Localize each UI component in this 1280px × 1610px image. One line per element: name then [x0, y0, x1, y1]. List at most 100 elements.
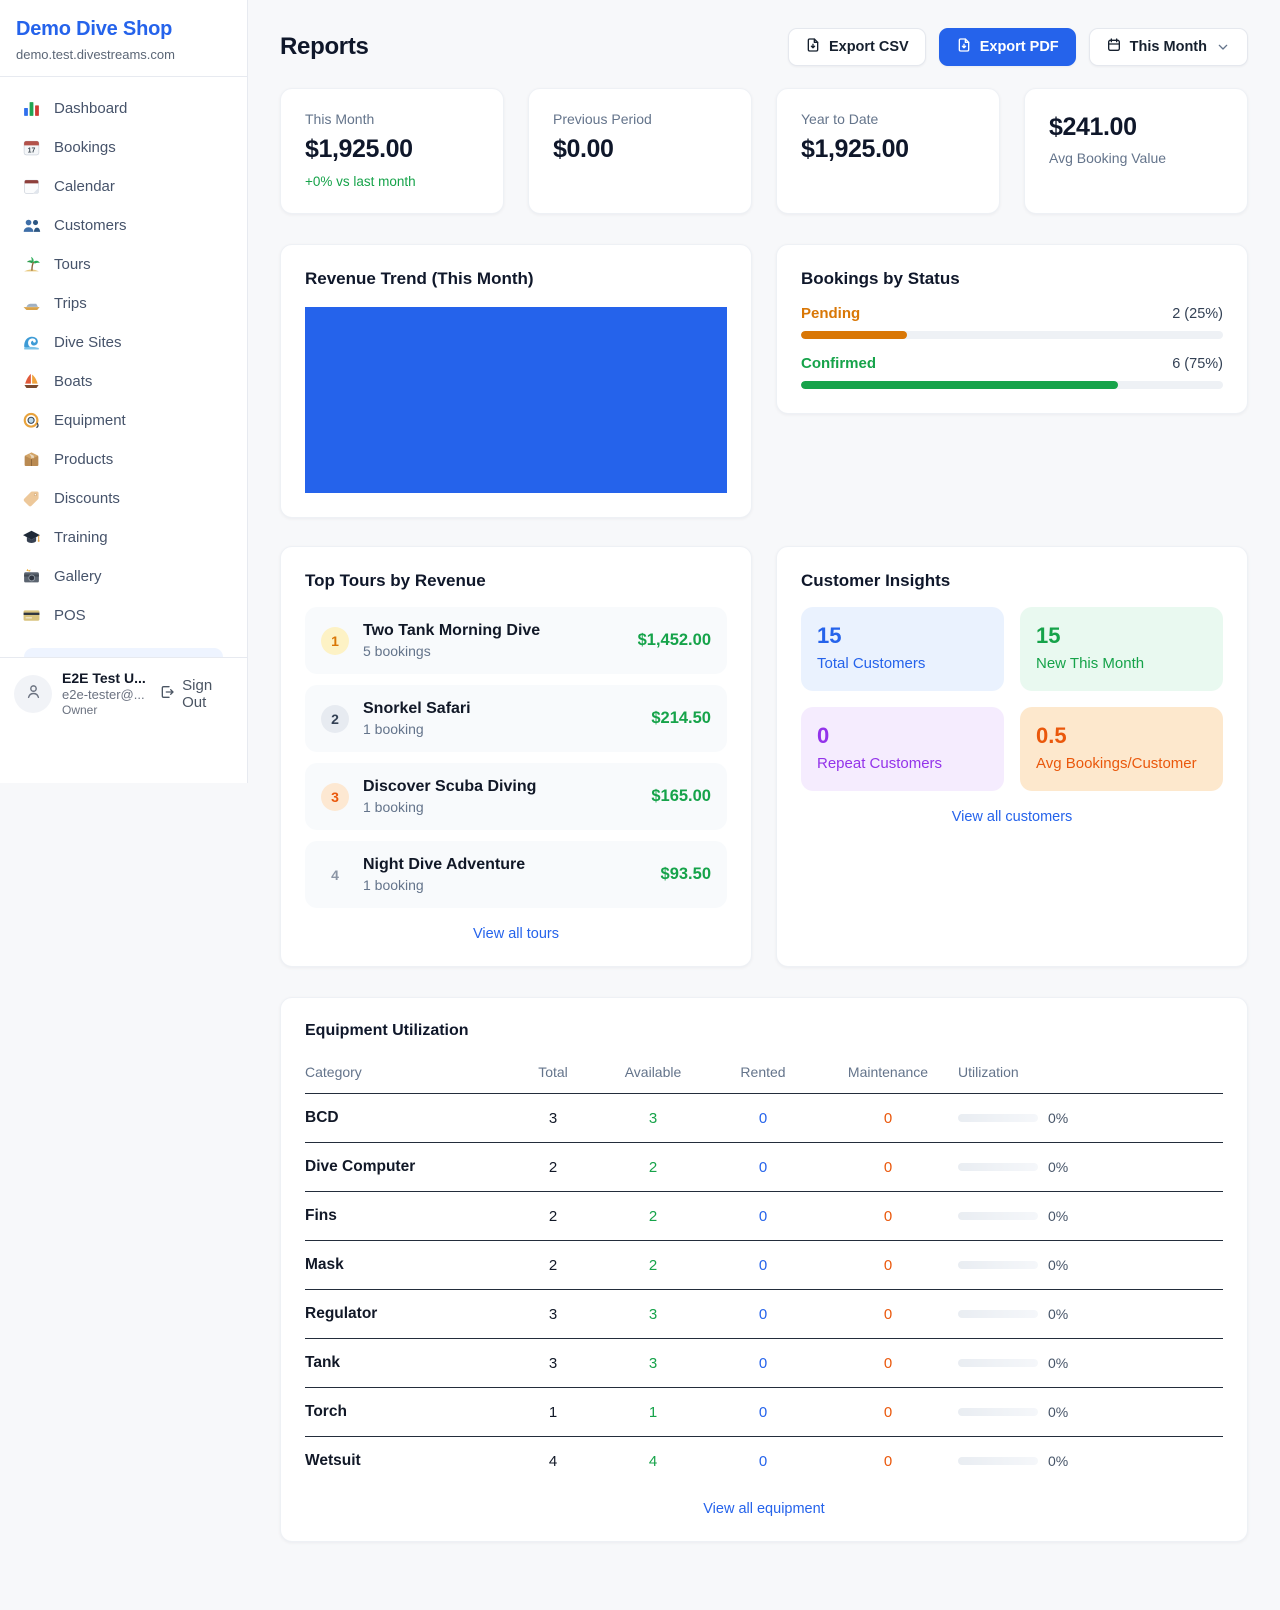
equipment-utilization: 0% — [958, 1387, 1223, 1437]
tour-info: Night Dive Adventure 1 booking — [363, 856, 647, 893]
equipment-rented: 0 — [708, 1191, 818, 1241]
sidebar-item-label: Dive Sites — [54, 334, 122, 351]
top-tours-card: Top Tours by Revenue 1 Two Tank Morning … — [280, 546, 752, 967]
tour-bookings: 1 booking — [363, 877, 424, 893]
sidebar-item-calendar[interactable]: Calendar — [12, 167, 235, 206]
equipment-total: 1 — [508, 1387, 598, 1437]
shop-domain: demo.test.divestreams.com — [16, 47, 175, 62]
equipment-rented: 0 — [708, 1142, 818, 1192]
export-pdf-button[interactable]: Export PDF — [938, 28, 1076, 66]
equipment-category: Fins — [305, 1191, 508, 1241]
stat-label: Avg Booking Value — [1049, 150, 1167, 166]
user-meta: E2E Test U... e2e-tester@... Owner — [62, 670, 149, 717]
user-icon — [24, 682, 43, 706]
table-row: Dive Computer 2 2 0 0 0% — [305, 1142, 1223, 1192]
table-row: Wetsuit 4 4 0 0 0% — [305, 1437, 1223, 1486]
tile-value: 15 — [1036, 623, 1061, 648]
view-all-equipment-link[interactable]: View all equipment — [703, 1501, 825, 1517]
sidebar-item-pos[interactable]: POS — [12, 596, 235, 635]
sidebar-item-active-partial[interactable] — [24, 648, 223, 657]
sidebar-item-tours[interactable]: Tours — [12, 245, 235, 284]
tile-avg-bookings-customer: 0.5 Avg Bookings/Customer — [1020, 707, 1223, 791]
sidebar-item-bookings[interactable]: 17 Bookings — [12, 128, 235, 167]
utilization-bar — [958, 1212, 1038, 1220]
sign-out-button[interactable]: Sign Out — [159, 677, 233, 711]
status-row-confirmed: Confirmed 6 (75%) — [801, 355, 1223, 372]
utilization-bar — [958, 1457, 1038, 1465]
sidebar-item-equipment[interactable]: Equipment — [12, 401, 235, 440]
sidebar-item-label: Tours — [54, 256, 91, 273]
table-row: BCD 3 3 0 0 0% — [305, 1093, 1223, 1143]
user-email: e2e-tester@... — [62, 687, 145, 702]
customer-insights-title: Customer Insights — [801, 571, 951, 590]
export-csv-button[interactable]: Export CSV — [787, 28, 926, 66]
tour-info: Two Tank Morning Dive 5 bookings — [363, 622, 624, 659]
sidebar-item-dive-sites[interactable]: Dive Sites — [12, 323, 235, 362]
tour-row: 4 Night Dive Adventure 1 booking $93.50 — [305, 841, 727, 908]
equipment-rented: 0 — [708, 1093, 818, 1143]
sidebar-item-label: Equipment — [54, 412, 126, 429]
sidebar-item-boats[interactable]: Boats — [12, 362, 235, 401]
sidebar-item-discounts[interactable]: Discounts — [12, 479, 235, 518]
sidebar-item-gallery[interactable]: Gallery — [12, 557, 235, 596]
view-all-customers-link[interactable]: View all customers — [951, 809, 1073, 825]
stat-card-previous-period: Previous Period $0.00 — [528, 88, 752, 214]
file-download-icon — [956, 37, 972, 57]
equipment-maintenance: 0 — [883, 1452, 893, 1470]
utilization-bar — [958, 1359, 1038, 1367]
equipment-available: 2 — [598, 1240, 708, 1290]
stat-card-year-to-date: Year to Date $1,925.00 — [776, 88, 1000, 214]
equipment-available: 3 — [598, 1338, 708, 1388]
user-role: Owner — [62, 703, 98, 717]
sidebar-item-trips[interactable]: Trips — [12, 284, 235, 323]
utilization-bar — [958, 1408, 1038, 1416]
customer-insights-card: Customer Insights 15 Total Customers 15 … — [776, 546, 1248, 967]
equipment-total: 2 — [508, 1240, 598, 1290]
sidebar-item-customers[interactable]: Customers — [12, 206, 235, 245]
table-row: Mask 2 2 0 0 0% — [305, 1240, 1223, 1290]
tour-revenue: $93.50 — [660, 865, 711, 883]
user-section: E2E Test U... e2e-tester@... Owner Sign … — [0, 657, 247, 729]
equipment-maintenance: 0 — [818, 1093, 958, 1143]
equipment-utilization-card: Equipment Utilization Category Total Ava… — [280, 997, 1248, 1542]
sidebar-item-label: Calendar — [54, 178, 115, 195]
dive-mask-icon — [22, 411, 41, 430]
sidebar-item-label: Training — [54, 529, 108, 546]
tile-label: Repeat Customers — [817, 755, 943, 772]
table-row: Tank 3 3 0 0 0% — [305, 1338, 1223, 1388]
equipment-available: 4 — [648, 1452, 658, 1470]
tile-label: Total Customers — [817, 655, 926, 672]
tear-calendar-icon — [22, 177, 41, 196]
equipment-maintenance: 0 — [818, 1289, 958, 1339]
period-dropdown[interactable]: This Month — [1088, 28, 1248, 66]
sidebar-item-training[interactable]: Training — [12, 518, 235, 557]
equipment-maintenance: 0 — [818, 1387, 958, 1437]
tile-label: New This Month — [1036, 655, 1145, 672]
tour-name: Night Dive Adventure — [363, 856, 526, 873]
utilization-bar — [958, 1163, 1038, 1171]
page-header: Reports Export CSV Export PDF This Month — [280, 28, 1248, 66]
equipment-category: Wetsuit — [305, 1452, 361, 1469]
top-tours-title: Top Tours by Revenue — [305, 571, 486, 590]
tag-icon — [22, 489, 41, 508]
users-icon — [22, 216, 41, 235]
view-all-tours-link[interactable]: View all tours — [473, 926, 559, 942]
table-row: Regulator 3 3 0 0 0% — [305, 1289, 1223, 1339]
equipment-category: Tank — [305, 1338, 508, 1388]
equipment-rented: 0 — [708, 1387, 818, 1437]
tour-row: 3 Discover Scuba Diving 1 booking $165.0… — [305, 763, 727, 830]
equipment-total: 2 — [508, 1191, 598, 1241]
equipment-category: Mask — [305, 1240, 508, 1290]
sidebar-item-dashboard[interactable]: Dashboard — [12, 89, 235, 128]
sidebar-item-products[interactable]: Products — [12, 440, 235, 479]
period-label: This Month — [1129, 39, 1207, 55]
utilization-percent: 0% — [1048, 1355, 1069, 1371]
stat-label: Year to Date — [801, 111, 879, 127]
tour-bookings: 5 bookings — [363, 643, 431, 659]
equipment-rented: 0 — [708, 1338, 818, 1388]
utilization-percent: 0% — [1048, 1404, 1069, 1420]
table-header-row: Category Total Available Rented Maintena… — [305, 1054, 1223, 1094]
revenue-trend-card: Revenue Trend (This Month) — [280, 244, 752, 518]
tile-value: 15 — [817, 623, 842, 648]
equipment-utilization: 0% — [958, 1240, 1223, 1290]
